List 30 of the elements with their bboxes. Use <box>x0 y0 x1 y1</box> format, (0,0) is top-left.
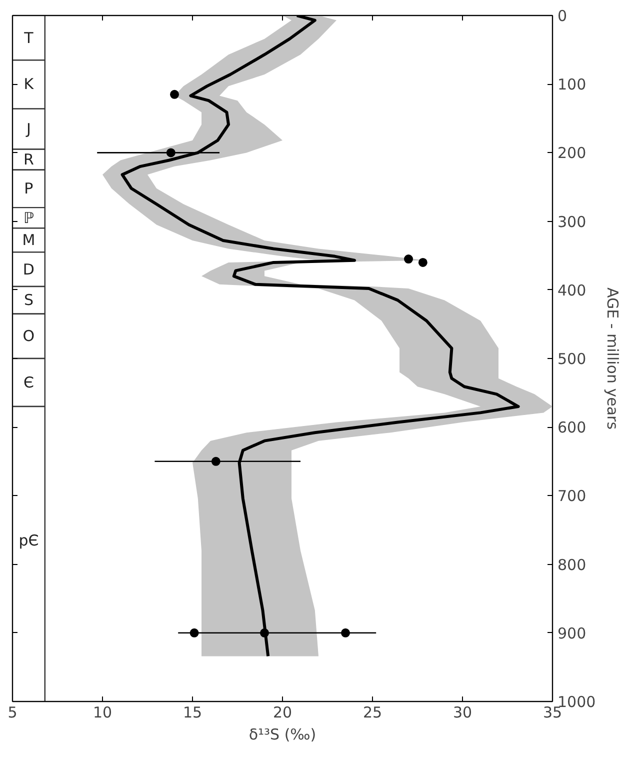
band-label: pЄ <box>18 531 39 550</box>
band-label: K <box>24 75 35 94</box>
x-tick-label: 25 <box>362 704 382 722</box>
y-tick-label: 0 <box>558 7 568 25</box>
band-label: ℙ <box>23 208 34 227</box>
x-tick-label: 5 <box>8 704 18 722</box>
y-tick-label: 500 <box>558 350 586 368</box>
band-label: M <box>22 231 36 250</box>
x-tick-label: 20 <box>272 704 292 722</box>
x-tick-label: 30 <box>452 704 472 722</box>
x-tick-label: 10 <box>92 704 112 722</box>
band-label: T <box>23 28 34 47</box>
y-tick-label: 400 <box>558 281 586 300</box>
band-label: D <box>22 260 34 278</box>
y-tick-label: 100 <box>558 76 586 94</box>
x-tick-label: 15 <box>182 704 202 722</box>
y-axis-title: AGE - million years <box>604 287 622 430</box>
band-label: Є <box>23 374 34 392</box>
band-label: P <box>24 180 34 198</box>
y-tick-label: 300 <box>558 212 586 231</box>
band-label: O <box>22 327 35 346</box>
y-tick-label: 900 <box>558 624 586 642</box>
y-tick-label: 200 <box>558 144 586 162</box>
band-label: J <box>25 120 31 138</box>
x-axis-title: δ¹³S (‰) <box>248 726 316 744</box>
band-label: R <box>23 150 34 169</box>
y-tick-label: 800 <box>558 556 586 574</box>
y-tick-label: 700 <box>558 487 586 506</box>
band-label: S <box>24 291 34 310</box>
y-tick-label: 600 <box>558 418 586 437</box>
